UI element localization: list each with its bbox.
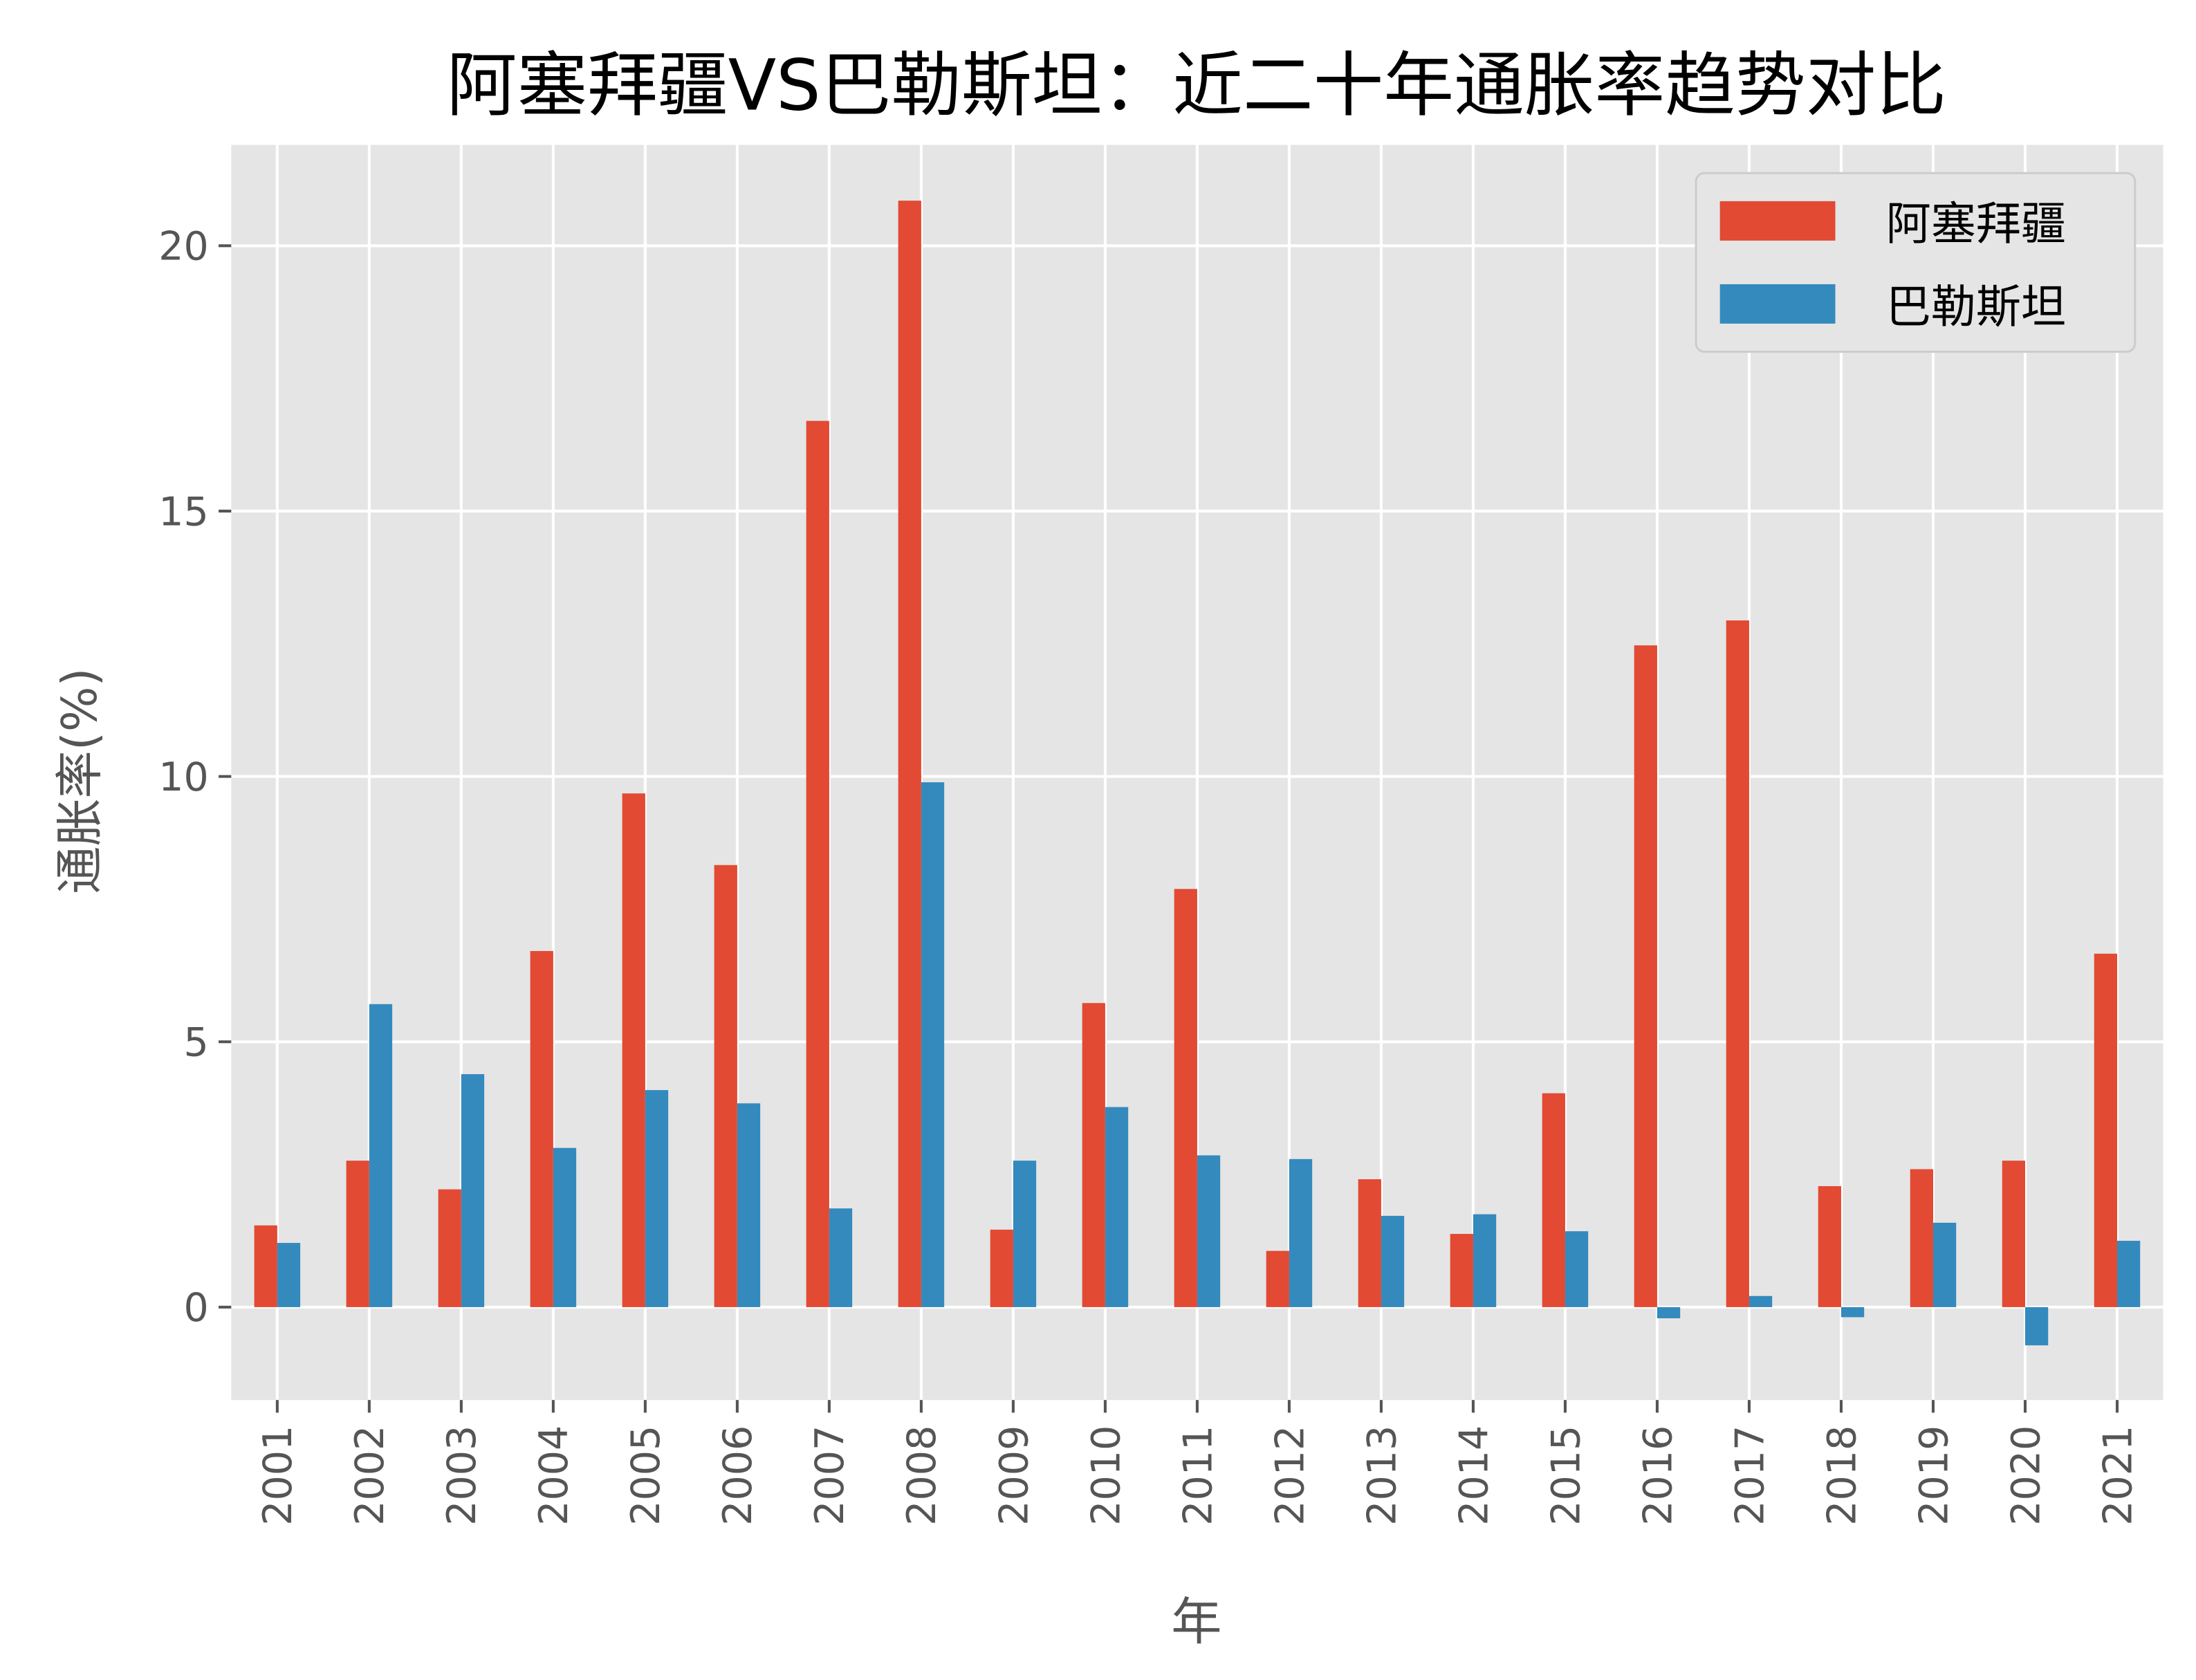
bar-azerbaijan-2018: [1818, 1185, 1841, 1307]
y-axis-label: 通胀率(%): [53, 667, 108, 894]
x-tick-label: 2016: [1635, 1425, 1681, 1526]
bar-azerbaijan-2013: [1358, 1179, 1381, 1307]
bar-azerbaijan-2002: [346, 1161, 369, 1307]
bar-palestine-2011: [1197, 1155, 1221, 1307]
bar-azerbaijan-2009: [990, 1229, 1013, 1307]
y-tick-label: 10: [158, 755, 208, 800]
y-tick-label: 0: [184, 1285, 209, 1331]
bar-azerbaijan-2017: [1726, 620, 1749, 1307]
bar-palestine-2008: [921, 782, 945, 1307]
bar-azerbaijan-2014: [1450, 1234, 1473, 1307]
x-tick-label: 2010: [1083, 1425, 1129, 1526]
y-tick-label: 20: [158, 224, 208, 270]
bar-palestine-2020: [2024, 1307, 2049, 1346]
bar-palestine-2013: [1381, 1215, 1405, 1307]
x-tick-label: 2011: [1175, 1425, 1221, 1526]
x-tick-label: 2013: [1359, 1425, 1405, 1526]
x-tick-label: 2006: [715, 1425, 761, 1526]
bar-palestine-2001: [277, 1243, 301, 1307]
bar-azerbaijan-2003: [438, 1189, 461, 1307]
bar-palestine-2019: [1932, 1222, 1957, 1307]
bar-palestine-2009: [1013, 1161, 1037, 1307]
x-tick-label: 2004: [531, 1425, 577, 1526]
bar-palestine-2015: [1565, 1231, 1589, 1307]
bar-azerbaijan-2012: [1266, 1250, 1289, 1307]
bar-azerbaijan-2020: [2002, 1161, 2025, 1307]
legend-label-azerbaijan: 阿塞拜疆: [1886, 199, 2066, 250]
x-tick-label: 2018: [1819, 1425, 1865, 1526]
x-axis-label: 年: [1171, 1593, 1221, 1652]
bars: [254, 201, 2141, 1346]
bar-azerbaijan-2011: [1174, 889, 1197, 1307]
x-tick-label: 2008: [899, 1425, 945, 1526]
bar-palestine-2006: [737, 1103, 761, 1307]
y-ticks: 0 5 10 15 20: [158, 224, 232, 1331]
chart-title: 阿塞拜疆VS巴勒斯坦：近二十年通胀率趋势对比: [447, 45, 1946, 127]
bar-palestine-2017: [1749, 1295, 1773, 1307]
bar-azerbaijan-2016: [1634, 645, 1657, 1307]
bar-azerbaijan-2001: [254, 1225, 277, 1307]
bar-palestine-2003: [461, 1074, 485, 1307]
bar-azerbaijan-2004: [530, 951, 553, 1307]
y-tick-label: 5: [184, 1020, 209, 1066]
x-tick-label: 2001: [255, 1425, 301, 1526]
bar-azerbaijan-2021: [2094, 953, 2117, 1307]
bar-azerbaijan-2008: [898, 201, 921, 1307]
legend-label-palestine: 巴勒斯坦: [1886, 281, 2066, 333]
x-tick-label: 2012: [1267, 1425, 1313, 1526]
x-ticks: 2001 2002 2003 2004 2005 2006 2007 2008 2009 2010…: [255, 1400, 2141, 1526]
x-tick-label: 2019: [1911, 1425, 1957, 1526]
x-tick-label: 2015: [1543, 1425, 1589, 1526]
legend-swatch-palestine: [1719, 284, 1836, 324]
bar-palestine-2021: [2116, 1240, 2141, 1307]
y-tick-label: 15: [158, 489, 208, 535]
x-tick-label: 2014: [1451, 1425, 1497, 1526]
bar-palestine-2004: [553, 1147, 577, 1307]
bar-palestine-2002: [369, 1004, 393, 1307]
x-tick-label: 2017: [1727, 1425, 1773, 1526]
legend: 阿塞拜疆 巴勒斯坦: [1695, 172, 2137, 353]
bar-palestine-2007: [829, 1208, 853, 1307]
bar-palestine-2014: [1473, 1214, 1497, 1307]
bar-palestine-2005: [645, 1090, 669, 1307]
bar-palestine-2012: [1289, 1159, 1313, 1307]
x-tick-label: 2003: [439, 1425, 485, 1526]
bar-palestine-2018: [1840, 1307, 1865, 1318]
bar-azerbaijan-2015: [1542, 1093, 1565, 1307]
legend-swatch-azerbaijan: [1719, 201, 1836, 241]
bar-azerbaijan-2019: [1910, 1169, 1933, 1307]
bar-azerbaijan-2005: [622, 793, 645, 1307]
x-tick-label: 2021: [2095, 1425, 2141, 1526]
x-tick-label: 2005: [623, 1425, 669, 1526]
bar-azerbaijan-2006: [714, 865, 737, 1307]
bar-palestine-2010: [1105, 1107, 1129, 1307]
x-tick-label: 2007: [807, 1425, 853, 1526]
x-tick-label: 2002: [347, 1425, 393, 1526]
bar-azerbaijan-2010: [1082, 1003, 1105, 1307]
bar-azerbaijan-2007: [806, 421, 829, 1307]
bar-palestine-2016: [1657, 1307, 1681, 1319]
x-tick-label: 2020: [2003, 1425, 2049, 1526]
x-tick-label: 2009: [991, 1425, 1037, 1526]
